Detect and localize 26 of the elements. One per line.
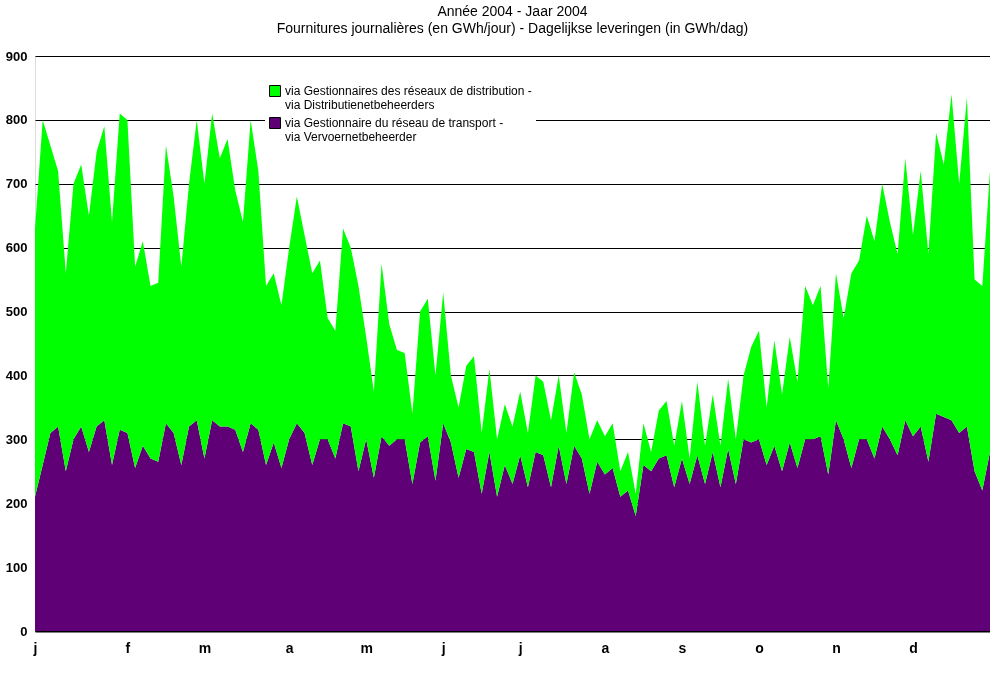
x-tick-label: f <box>125 639 131 656</box>
x-tick-label: m <box>360 639 373 656</box>
x-tick-label: s <box>678 639 687 656</box>
x-tick-label: o <box>755 639 764 656</box>
y-tick-label: 200 <box>5 495 28 511</box>
chart-subtitle: Fournitures journalières (en GWh/jour) - Dagelijkse leveringen (in GWh/dag) <box>276 20 749 36</box>
x-tick-label: j <box>440 639 446 656</box>
x-tick-label: a <box>285 639 294 656</box>
y-tick-label: 900 <box>5 48 28 64</box>
y-tick-label: 500 <box>5 304 28 320</box>
x-tick-label: m <box>198 639 212 656</box>
y-tick-label: 100 <box>5 559 28 575</box>
x-tick-label: j <box>517 639 523 656</box>
x-tick-label: j <box>32 639 38 656</box>
legend-label: via Gestionnaire du réseau de transport - via Vervoernetbeheerder <box>285 116 504 144</box>
chart-title: Année 2004 - Jaar 2004 <box>437 3 588 19</box>
y-tick-label: 800 <box>5 112 28 128</box>
x-tick-label: d <box>909 639 918 656</box>
y-tick-label: 700 <box>5 176 28 192</box>
y-tick-label: 0 <box>20 623 28 639</box>
x-tick-label: a <box>601 639 610 656</box>
x-tick-label: n <box>832 639 841 656</box>
legend-label: via Gestionnaires des réseaux de distribution - via Distributienetbeheerders <box>285 84 532 112</box>
y-tick-label: 600 <box>5 240 28 256</box>
y-tick-label: 300 <box>5 431 28 447</box>
y-tick-label: 400 <box>5 367 28 383</box>
